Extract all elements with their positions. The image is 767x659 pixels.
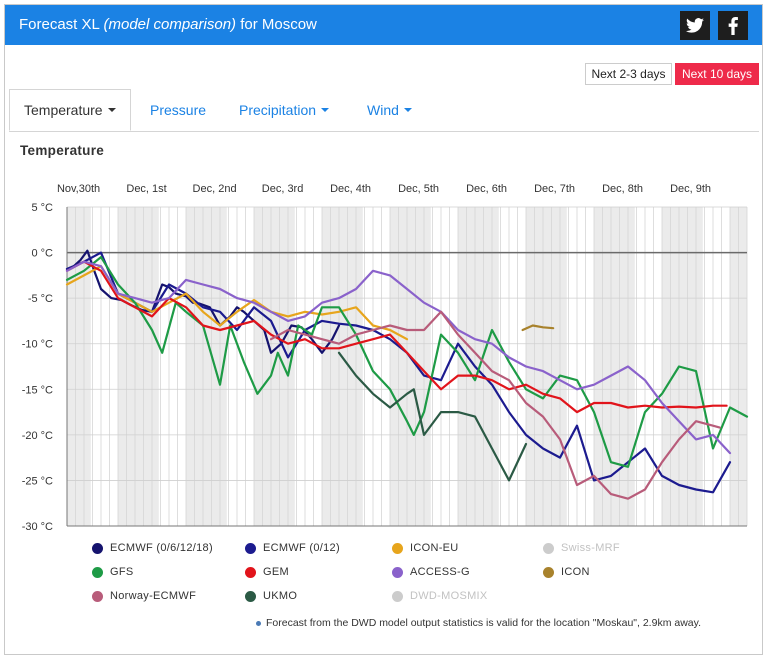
x-tick-label: Dec, 7th	[534, 183, 575, 195]
chevron-down-icon	[321, 108, 330, 112]
legend-label: DWD-MOSMIX	[410, 590, 488, 602]
legend-dot-icon	[245, 566, 256, 578]
x-tick-label: Nov,30th	[57, 183, 100, 195]
night-band	[679, 207, 703, 526]
night-band	[543, 207, 567, 526]
legend-label: ICON-EU	[410, 542, 459, 554]
legend-dot-icon	[392, 590, 403, 602]
x-tick-label: Dec, 4th	[330, 183, 371, 195]
section-title: Temperature	[20, 143, 105, 158]
legend-dot-icon	[543, 566, 554, 578]
legend-item[interactable]: DWD-MOSMIX	[392, 590, 488, 602]
chevron-down-icon	[403, 108, 412, 112]
next-2-3-days-button[interactable]: Next 2-3 days	[585, 63, 672, 85]
legend-label: GFS	[110, 566, 134, 578]
x-tick-label: Dec, 3rd	[262, 183, 304, 195]
info-bullet-icon	[256, 620, 261, 626]
x-tick-label: Dec, 2nd	[193, 183, 237, 195]
next-10-days-button[interactable]: Next 10 days	[675, 63, 759, 85]
legend-item[interactable]: GEM	[245, 566, 289, 578]
legend-label: ECMWF (0/12)	[263, 542, 340, 554]
legend-dot-icon	[92, 590, 103, 602]
page-title: Forecast XL (model comparison) for Mosco…	[19, 16, 317, 33]
series-line-icon-eu	[65, 265, 409, 341]
legend-label: ICON	[561, 566, 590, 578]
tab-wind[interactable]: Wind	[367, 89, 412, 131]
chevron-down-icon	[107, 108, 116, 112]
header-bar: Forecast XL (model comparison) for Mosco…	[5, 5, 762, 45]
y-tick-label: -20 °C	[22, 430, 53, 442]
legend-label: Swiss-MRF	[561, 542, 620, 554]
series-line-ukmo	[337, 351, 528, 482]
legend-dot-icon	[92, 542, 103, 554]
tab-pressure[interactable]: Pressure	[150, 102, 207, 118]
x-tick-label: Dec, 1st	[126, 183, 166, 195]
x-tick-label: Dec, 8th	[602, 183, 643, 195]
legend-dot-icon	[245, 590, 256, 602]
legend-dot-icon	[245, 542, 256, 554]
legend-dot-icon	[392, 566, 403, 578]
series-line-access-g	[65, 260, 732, 455]
legend-label: ECMWF (0/6/12/18)	[110, 542, 213, 554]
legend-dot-icon	[92, 566, 103, 578]
legend-label: GEM	[263, 566, 289, 578]
y-tick-label: -15 °C	[22, 384, 53, 396]
legend-item[interactable]: ECMWF (0/12)	[245, 542, 340, 554]
legend-item[interactable]: GFS	[92, 566, 134, 578]
series-line-icon	[521, 324, 555, 332]
legend-item[interactable]: UKMO	[245, 590, 297, 602]
y-tick-label: 5 °C	[31, 202, 53, 214]
night-band	[339, 207, 363, 526]
y-tick-label: -5 °C	[28, 293, 53, 305]
night-band	[135, 207, 159, 526]
legend-label: Norway-ECMWF	[110, 590, 197, 602]
legend-label: UKMO	[263, 590, 298, 602]
legend-item[interactable]: Norway-ECMWF	[92, 590, 196, 602]
x-tick-label: Dec, 9th	[670, 183, 711, 195]
y-tick-label: -25 °C	[22, 475, 53, 487]
tab-temperature[interactable]: Temperature	[9, 89, 131, 131]
night-band	[67, 207, 91, 526]
y-tick-label: -10 °C	[22, 339, 53, 351]
series-line-gem	[65, 260, 728, 414]
legend-item[interactable]: Swiss-MRF	[543, 542, 620, 554]
series-line-norway-ecmwf	[269, 310, 721, 500]
legend-item[interactable]: ICON	[543, 566, 590, 578]
tab-bar: Temperature Pressure Precipitation Wind	[9, 89, 759, 132]
night-band	[611, 207, 635, 526]
legend-dot-icon	[543, 542, 554, 554]
facebook-icon[interactable]	[718, 11, 748, 40]
twitter-icon[interactable]	[680, 11, 710, 40]
y-tick-label: -30 °C	[22, 521, 53, 533]
x-tick-label: Dec, 6th	[466, 183, 507, 195]
footnote: Forecast from the DWD model output stati…	[256, 617, 701, 629]
legend-dot-icon	[392, 542, 403, 554]
legend-item[interactable]: ECMWF (0/6/12/18)	[92, 542, 213, 554]
legend-item[interactable]: ACCESS-G	[392, 566, 470, 578]
x-tick-label: Dec, 5th	[398, 183, 439, 195]
tab-precipitation[interactable]: Precipitation	[239, 89, 330, 131]
legend-item[interactable]: ICON-EU	[392, 542, 459, 554]
y-tick-label: 0 °C	[31, 248, 53, 260]
series-line-gfs	[65, 256, 749, 468]
legend-label: ACCESS-G	[410, 566, 470, 578]
temperature-chart: 5 °C 0 °C -5 °C -10 °C -15 °C -20 °C -25 °C -30…	[22, 183, 749, 533]
